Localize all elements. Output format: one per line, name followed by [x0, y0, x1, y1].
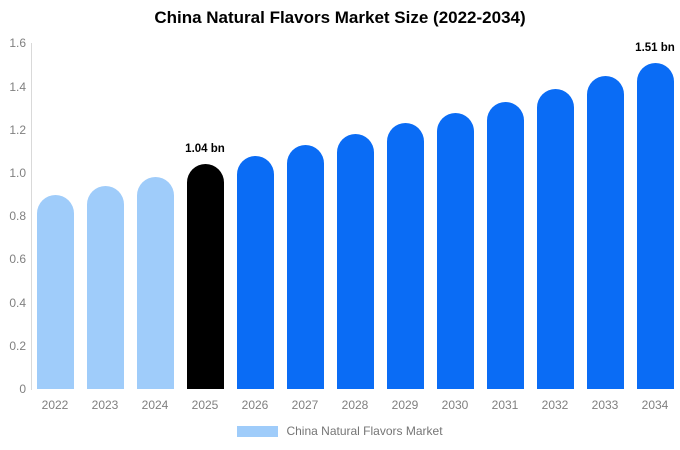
bar-2026[interactable]: [236, 155, 274, 389]
chart-title: China Natural Flavors Market Size (2022-…: [154, 8, 526, 27]
y-tick-label: 0.4: [9, 295, 26, 310]
bar-2025[interactable]: [186, 164, 224, 389]
bar-2028[interactable]: [336, 134, 374, 389]
y-tick-label: 1.4: [9, 79, 26, 94]
x-tick-label-2023: 2023: [91, 398, 119, 412]
bar-2031[interactable]: [486, 101, 524, 389]
bar-2027[interactable]: [286, 144, 324, 389]
y-tick-label: 1.6: [9, 36, 26, 51]
x-tick-label-2034: 2034: [641, 398, 669, 412]
x-tick-label-2031: 2031: [491, 398, 519, 412]
y-axis-line: [31, 43, 32, 390]
y-tick-label: 1.2: [9, 122, 26, 137]
bar-2030[interactable]: [436, 112, 474, 389]
bar-2024[interactable]: [136, 177, 174, 389]
bar-2022[interactable]: [36, 194, 74, 389]
x-tick-label-2030: 2030: [441, 398, 469, 412]
bar-2032[interactable]: [536, 88, 574, 389]
y-tick-label: 0.2: [9, 338, 26, 353]
x-tick-label-2025: 2025: [191, 398, 219, 412]
x-tick-label-2026: 2026: [241, 398, 269, 412]
x-tick-label-2028: 2028: [341, 398, 369, 412]
value-label-2034: 1.51 bn: [635, 41, 675, 54]
y-tick-label: 0: [19, 382, 26, 396]
x-tick-label-2033: 2033: [591, 398, 619, 412]
x-tick-label-2022: 2022: [41, 398, 69, 412]
x-tick-label-2024: 2024: [141, 398, 169, 412]
legend-label: China Natural Flavors Market: [286, 424, 443, 438]
legend[interactable]: China Natural Flavors Market: [0, 424, 680, 438]
value-label-2025: 1.04 bn: [185, 143, 225, 156]
x-tick-label-2029: 2029: [391, 398, 419, 412]
bar-2034[interactable]: [636, 62, 674, 389]
bar-2033[interactable]: [586, 75, 624, 389]
x-tick-label-2027: 2027: [291, 398, 319, 412]
bar-2029[interactable]: [386, 123, 424, 389]
legend-swatch-icon: [237, 425, 279, 437]
bar-2023[interactable]: [86, 185, 124, 389]
y-tick-label: 0.6: [9, 252, 26, 267]
x-tick-label-2032: 2032: [541, 398, 569, 412]
y-tick-label: 1.0: [9, 166, 26, 180]
y-tick-label: 0.8: [9, 209, 26, 224]
